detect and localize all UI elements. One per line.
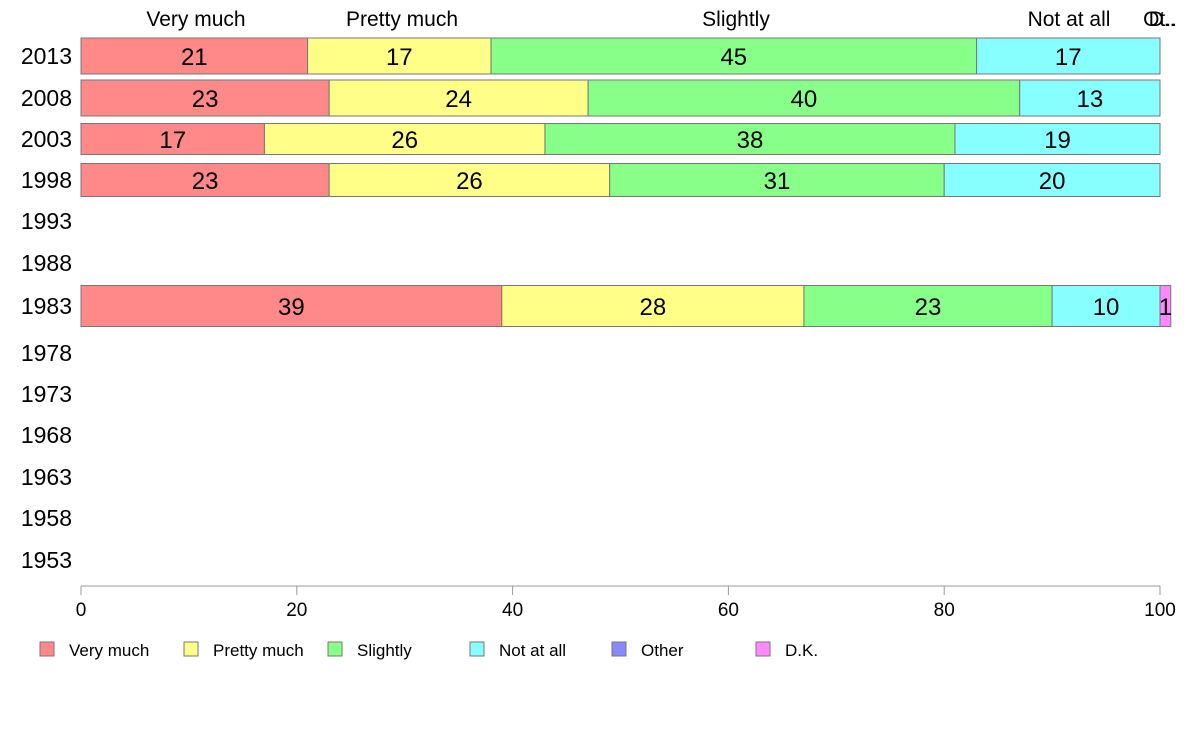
- y-tick-label-1968: 1968: [21, 422, 72, 448]
- top-label-5: D..: [1149, 8, 1176, 31]
- y-tick-label-1963: 1963: [21, 464, 72, 490]
- x-tick-label-80: 80: [934, 600, 955, 621]
- data-label-2013-1: 17: [386, 44, 413, 71]
- x-tick-label-20: 20: [286, 600, 307, 621]
- bar-segment-2008-3: [1019, 79, 1161, 117]
- top-label-3: Not at all: [1028, 8, 1111, 31]
- y-tick-label-1983: 1983: [21, 293, 72, 319]
- top-label-0: Very much: [146, 8, 245, 31]
- legend-label-3: Not at all: [499, 641, 566, 660]
- legend-swatch-0: [39, 641, 55, 657]
- data-label-1998-0: 23: [192, 168, 219, 195]
- bar-segment-1998-2: [609, 163, 945, 197]
- legend-swatch-2: [327, 641, 343, 657]
- data-label-2003-3: 19: [1044, 127, 1071, 154]
- data-label-2008-3: 13: [1077, 86, 1104, 113]
- y-tick-label-2003: 2003: [21, 126, 72, 152]
- data-label-1998-3: 20: [1039, 168, 1066, 195]
- data-label-1998-2: 31: [764, 168, 791, 195]
- x-tick-label-0: 0: [76, 600, 87, 621]
- bar-segment-2008-2: [587, 79, 1021, 117]
- bar-segment-2003-3: [954, 123, 1161, 155]
- y-tick-label-1953: 1953: [21, 547, 72, 573]
- data-label-1983-3: 10: [1093, 294, 1120, 321]
- top-label-1: Pretty much: [346, 8, 458, 31]
- bar-segment-1983-2: [803, 285, 1053, 327]
- data-label-2013-2: 45: [720, 44, 747, 71]
- bar-segment-1998-1: [328, 163, 611, 197]
- top-label-2: Slightly: [702, 8, 770, 31]
- x-axis: 0 20 40 60 80 100: [76, 585, 1176, 621]
- data-label-1983-0: 39: [278, 294, 305, 321]
- data-label-2008-0: 23: [192, 86, 219, 113]
- legend-label-0: Very much: [69, 641, 149, 660]
- bar-segment-1983-1: [501, 285, 805, 327]
- data-label-2008-1: 24: [445, 86, 472, 113]
- bar-segment-2008-1: [328, 79, 589, 117]
- y-tick-label-1978: 1978: [21, 340, 72, 366]
- data-label-2008-2: 40: [791, 86, 818, 113]
- bar-segment-2013-3: [976, 37, 1161, 75]
- y-tick-label-1993: 1993: [21, 208, 72, 234]
- x-tick-label-40: 40: [502, 600, 523, 621]
- y-tick-label-1973: 1973: [21, 381, 72, 407]
- legend: Very much Pretty much Slightly Not at all Ot…: [39, 641, 818, 660]
- legend-label-2: Slightly: [357, 641, 412, 660]
- bar-segment-2003-2: [544, 123, 956, 155]
- data-label-2003-0: 17: [159, 127, 186, 154]
- legend-swatch-1: [183, 641, 199, 657]
- data-label-1998-1: 26: [456, 168, 483, 195]
- y-tick-label-1998: 1998: [21, 167, 72, 193]
- legend-label-1: Pretty much: [213, 641, 304, 660]
- data-label-2003-2: 38: [737, 127, 764, 154]
- y-tick-label-2008: 2008: [21, 85, 72, 111]
- data-label-1983-5: 1: [1159, 294, 1172, 321]
- legend-label-4: Other: [641, 641, 684, 660]
- y-tick-label-2013: 2013: [21, 43, 72, 69]
- legend-swatch-4: [611, 641, 627, 657]
- data-label-2003-1: 26: [391, 127, 418, 154]
- bar-segment-2003-0: [80, 123, 265, 155]
- bar-segment-2013-1: [307, 37, 492, 75]
- legend-swatch-5: [755, 641, 771, 657]
- legend-swatch-3: [469, 641, 485, 657]
- y-axis-labels: 2013 2008 2003 1998 1993 1988 1983 1978 1973 1968…: [21, 43, 72, 573]
- x-tick-label-100: 100: [1144, 600, 1176, 621]
- top-category-labels: Very much Pretty much Slightly Not at all Ot…: [146, 8, 1177, 31]
- y-tick-label-1988: 1988: [21, 250, 72, 276]
- data-label-1983-1: 28: [640, 294, 667, 321]
- bar-segment-1998-0: [80, 163, 330, 197]
- y-tick-label-1958: 1958: [21, 505, 72, 531]
- bar-segment-2003-1: [263, 123, 546, 155]
- data-label-2013-3: 17: [1055, 44, 1082, 71]
- x-tick-label-60: 60: [718, 600, 739, 621]
- bar-segment-1983-5: [1159, 285, 1172, 327]
- bar-segment-2008-0: [80, 79, 330, 117]
- data-label-1983-2: 23: [915, 294, 942, 321]
- bar-segment-1998-3: [943, 163, 1161, 197]
- legend-label-5: D.K.: [785, 641, 818, 660]
- top-label-4: Ot..: [1143, 8, 1177, 31]
- data-label-2013-0: 21: [181, 44, 208, 71]
